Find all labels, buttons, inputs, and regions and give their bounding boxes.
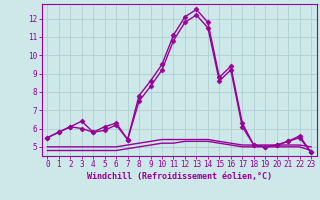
- X-axis label: Windchill (Refroidissement éolien,°C): Windchill (Refroidissement éolien,°C): [87, 172, 272, 181]
